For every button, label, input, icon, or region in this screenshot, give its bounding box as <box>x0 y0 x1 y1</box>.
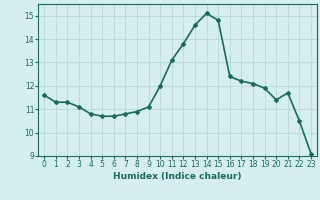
X-axis label: Humidex (Indice chaleur): Humidex (Indice chaleur) <box>113 172 242 181</box>
